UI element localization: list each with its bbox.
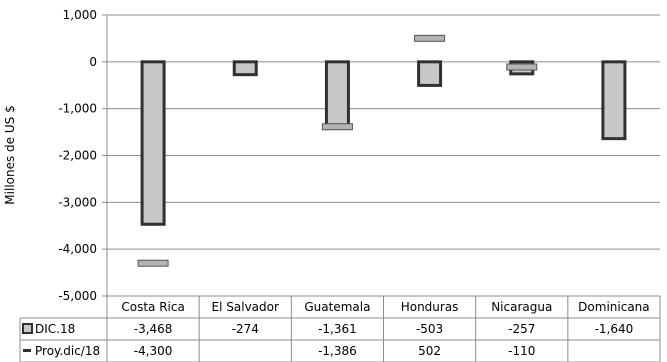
data-label: -503 [416, 322, 443, 336]
data-table: Costa Rica El Salvador Guatemala Honduras Ni… [19, 295, 661, 362]
bar [601, 60, 627, 141]
y-axis: 1,000 0 -1,000 -2,000 -3,000 -4,000 -5,000 [58, 8, 108, 303]
legend-key-bar [22, 323, 33, 334]
gridlines [107, 14, 660, 297]
y-tick-label: -2,000 [58, 149, 97, 163]
category-label: Honduras [401, 300, 459, 314]
category-label: El Salvador [212, 300, 279, 314]
y-tick-label: -4,000 [58, 242, 97, 256]
data-label: -1,386 [318, 344, 357, 358]
data-label: -1,361 [318, 322, 357, 336]
y-tick-label: -5,000 [58, 289, 97, 303]
projection-marker [506, 63, 538, 71]
y-tick-label: -3,000 [58, 195, 97, 209]
category-label: Costa Rica [121, 300, 184, 314]
data-label: 502 [418, 344, 441, 358]
category-label: Guatemala [304, 300, 370, 314]
marker-series [137, 34, 538, 267]
projection-marker [414, 34, 446, 42]
bar [324, 60, 350, 128]
y-tick-label: 1,000 [63, 8, 97, 22]
data-label: -3,468 [134, 322, 173, 336]
bar-series [140, 60, 627, 226]
category-label: Nicaragua [491, 300, 552, 314]
legend-label: DIC.18 [35, 322, 75, 336]
data-label: -110 [508, 344, 535, 358]
y-axis-label: Millones de US $ [3, 105, 17, 204]
data-label: -257 [508, 322, 535, 336]
projection-marker [321, 123, 353, 131]
bar [232, 60, 258, 77]
projection-marker [137, 259, 169, 267]
legend-key-marker [23, 349, 31, 352]
category-label: Dominicana [578, 300, 649, 314]
data-label: -4,300 [134, 344, 173, 358]
bar [140, 60, 166, 226]
data-label: -274 [232, 322, 259, 336]
data-label: -1,640 [595, 322, 634, 336]
y-tick-label: 0 [89, 55, 97, 69]
legend-label: Proy.dic/18 [35, 344, 100, 358]
bar [417, 60, 443, 87]
y-tick-label: -1,000 [58, 102, 97, 116]
